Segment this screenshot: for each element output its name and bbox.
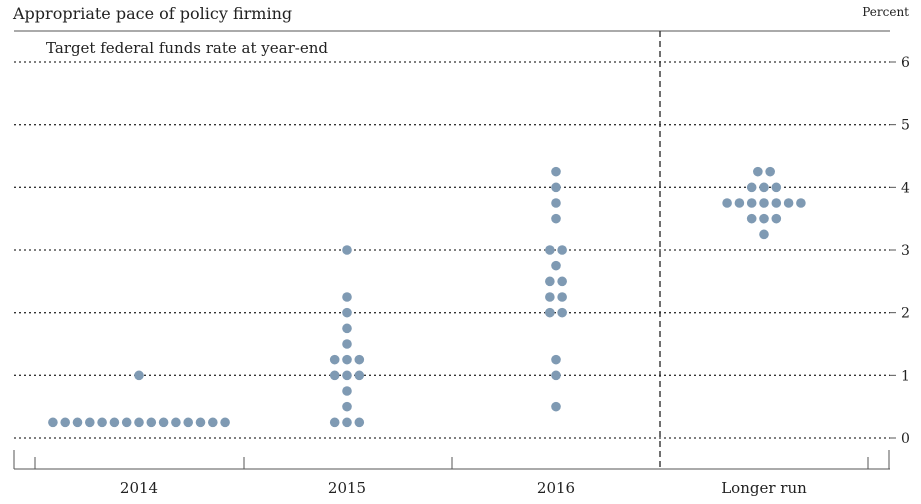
dot-0-0-0 [48,417,58,428]
dot-1-4-0 [329,354,340,365]
dot-2-1-0 [551,370,561,381]
dot-0-0-8 [146,417,157,428]
dot-3-4-1 [765,166,775,177]
dot-2-7-1 [557,245,567,255]
dot-0-0-9 [158,417,169,428]
dot-2-4-1 [557,292,567,302]
y-tick-label-5: 5 [901,118,910,134]
dot-1-7-0 [342,307,352,318]
dot-1-3-2 [354,370,365,381]
grid-lines [14,61,896,439]
x-axis [13,31,890,470]
dot-2-5-1 [557,276,567,287]
dot-1-3-1 [342,370,352,381]
dot-0-0-2 [72,417,83,428]
dot-0-0-7 [134,417,144,428]
dot-3-2-4 [771,198,782,208]
dot-0-0-14 [220,417,230,428]
dot-1-8-0 [342,292,352,302]
dot-2-3-0 [545,307,555,318]
dot-0-0-13 [208,417,218,428]
dot-1-0-0 [329,417,340,428]
dot-1-2-0 [342,386,352,396]
dot-1-3-0 [329,370,340,381]
dot-1-0-1 [342,417,352,428]
dot-0-0-1 [60,417,70,428]
dot-3-2-0 [722,198,732,208]
dot-0-0-11 [183,417,193,428]
dot-1-4-2 [354,354,365,365]
dot-0-0-5 [109,417,120,428]
x-tick-label-2: 2016 [537,479,575,497]
dot-3-2-5 [783,198,794,208]
dot-0-1-0 [134,370,144,381]
dot-series [48,166,806,428]
dot-2-8-0 [551,213,561,224]
dot-1-0-2 [354,417,365,428]
dot-3-1-0 [746,213,757,224]
y-tick-label-2: 2 [901,306,910,322]
y-tick-label-3: 3 [901,243,910,259]
x-tick-label-3: Longer run [721,479,807,497]
dot-2-10-0 [551,182,561,193]
dot-2-3-1 [557,307,567,318]
y-tick-label-0: 0 [901,431,910,447]
dot-0-0-12 [195,417,206,428]
dot-0-0-10 [171,417,181,428]
chart-subtitle: Target federal funds rate at year-end [46,39,328,57]
dot-3-3-2 [771,182,782,193]
y-tick-label-6: 6 [901,55,910,71]
dot-3-3-0 [746,182,757,193]
dot-2-9-0 [551,198,561,208]
dot-1-1-0 [342,401,352,412]
dot-0-0-6 [121,417,132,428]
y-tick-label-1: 1 [901,368,910,384]
dot-3-2-3 [759,198,769,208]
dot-3-3-1 [759,182,769,193]
dot-3-2-1 [734,198,745,208]
dot-1-6-0 [342,323,352,334]
dot-2-5-0 [545,276,555,287]
dot-1-5-0 [342,339,352,349]
dot-3-1-1 [759,213,769,224]
x-tick-label-0: 2014 [120,479,158,497]
dot-3-0-0 [759,229,769,240]
dot-2-2-0 [551,354,561,365]
dot-2-4-0 [545,292,555,302]
y-unit-label: Percent [862,5,909,19]
dot-0-0-4 [97,417,107,428]
dot-1-4-1 [342,354,352,365]
dot-3-2-2 [746,198,757,208]
dot-2-6-0 [551,260,561,271]
dot-3-1-2 [771,213,782,224]
dot-3-4-0 [753,166,763,177]
dot-1-9-0 [342,245,352,255]
x-tick-label-1: 2015 [328,479,366,497]
dot-3-2-6 [796,198,806,208]
chart-title: Appropriate pace of policy firming [12,4,292,23]
y-tick-label-4: 4 [901,180,910,196]
dot-0-0-3 [85,417,95,428]
dot-2-0-0 [551,401,561,412]
x-axis-tick-labels: 2014 2015 2016 Longer run [120,479,807,497]
dot-2-11-0 [551,166,561,177]
dot-2-7-0 [545,245,555,255]
y-axis-tick-labels: 0 1 2 3 4 5 6 [901,55,910,447]
